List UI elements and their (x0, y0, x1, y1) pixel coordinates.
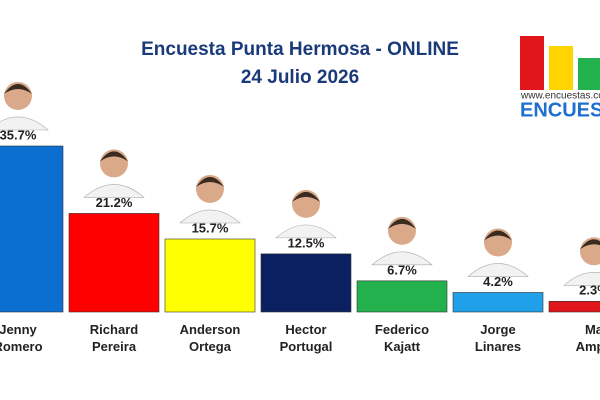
value-label: 35.7% (0, 127, 37, 142)
x-tick-label-line: Richard (90, 322, 138, 337)
x-tick-label-line: Anderson (180, 322, 241, 337)
x-tick-label: Jenny Romero (0, 322, 43, 354)
bar (452, 292, 544, 313)
x-tick-label: Richard Pereira (90, 322, 138, 354)
value-label: 15.7% (192, 220, 229, 235)
value-label: 21.2% (96, 195, 133, 210)
value-label: 6.7% (387, 262, 417, 277)
x-tick-label-line: Hector (285, 322, 326, 337)
bar (0, 145, 64, 313)
candidate-photo (467, 228, 529, 277)
photo-hair (4, 83, 32, 94)
bar (548, 301, 600, 313)
x-tick-label-line: Ampu (576, 339, 600, 354)
x-tick-label-line: Ortega (189, 339, 232, 354)
photo-body (83, 184, 145, 198)
x-tick-label-line: Jorge (480, 322, 515, 337)
x-tick-label-line: Kajatt (384, 339, 421, 354)
x-tick-label-line: Romero (0, 339, 43, 354)
photo-body (0, 116, 49, 131)
x-tick-label-line: Jenny (0, 322, 38, 337)
photo-hair (196, 176, 224, 187)
x-tick-label-line: Federico (375, 322, 429, 337)
x-tick-label-line: Pereira (92, 339, 137, 354)
photo-body (467, 263, 529, 277)
x-tick-label-line: Linares (475, 339, 521, 354)
photo-body (563, 272, 600, 286)
logo-bar (520, 36, 544, 90)
logo: www.encuestas.co ENCUEST (520, 36, 600, 121)
candidate-photo (563, 237, 600, 286)
bar (164, 238, 256, 313)
logo-url: www.encuestas.co (520, 91, 600, 102)
bar (356, 280, 448, 313)
value-label: 4.2% (483, 274, 513, 289)
chart-subtitle: 24 Julio 2026 (241, 67, 359, 88)
x-tick-label: Federico Kajatt (375, 322, 429, 354)
candidate-photo (83, 149, 145, 198)
x-tick-label-line: Ma (585, 322, 600, 337)
bar (260, 253, 352, 313)
candidate-photo (371, 216, 433, 266)
x-tick-label: Ma Ampu (576, 322, 600, 354)
value-label: 2.3% (579, 283, 600, 298)
x-tick-label: Hector Portugal (280, 322, 333, 354)
x-tick-label: Anderson Ortega (180, 322, 241, 354)
value-label: 12.5% (288, 235, 325, 250)
logo-bar (578, 58, 600, 90)
photo-body (275, 224, 337, 239)
logo-bar (549, 46, 573, 90)
candidate-photo (179, 174, 241, 224)
candidate-photo (0, 81, 49, 131)
bar (68, 213, 160, 313)
candidate-photo (275, 189, 337, 239)
photo-hair (388, 218, 416, 229)
x-tick-label-line: Portugal (280, 339, 333, 354)
photo-body (371, 251, 433, 266)
photo-hair (484, 230, 512, 241)
logo-name: ENCUEST (520, 99, 600, 121)
photo-hair (100, 151, 128, 162)
photo-hair (292, 191, 320, 202)
x-tick-label: Jorge Linares (475, 322, 521, 354)
photo-body (179, 209, 241, 224)
chart-title: Encuesta Punta Hermosa - ONLINE (141, 39, 459, 60)
photo-hair (580, 239, 600, 250)
